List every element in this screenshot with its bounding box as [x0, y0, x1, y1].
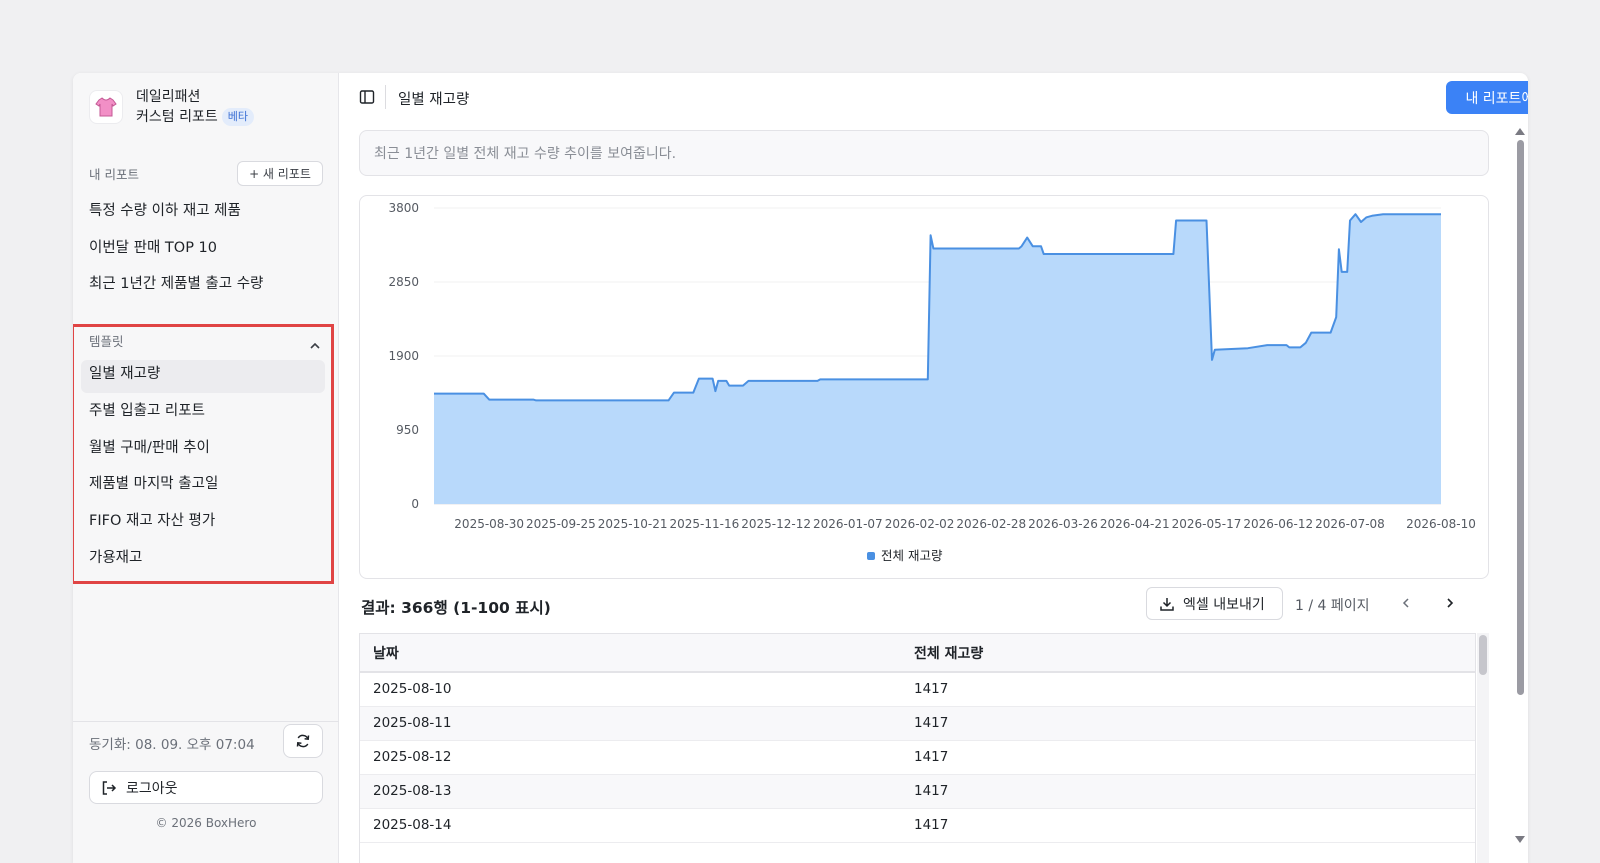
result-summary: 결과: 366행 (1-100 표시)	[361, 599, 551, 617]
table-row: 2025-08-11 1417	[360, 706, 1475, 741]
y-tick-label: 1900	[388, 349, 419, 363]
y-tick-label: 950	[396, 423, 419, 437]
cell-date: 2025-08-14	[360, 808, 901, 843]
table-scrollbar[interactable]	[1477, 633, 1489, 863]
x-tick-label: 2025-08-30	[454, 517, 524, 531]
templates-highlight-box	[73, 324, 334, 584]
legend-swatch	[867, 552, 875, 560]
cell-date: 2025-08-12	[360, 740, 901, 775]
export-label: 엑셀 내보내기	[1183, 596, 1265, 613]
y-tick-label: 3800	[388, 201, 419, 215]
beta-badge: 베타	[221, 108, 254, 126]
my-reports-heading: 내 리포트	[89, 167, 139, 182]
chevron-left-icon	[1402, 598, 1409, 608]
x-tick-label: 2025-12-12	[741, 517, 811, 531]
next-page-button[interactable]	[1438, 591, 1462, 615]
page-indicator: 1 / 4 페이지	[1295, 598, 1370, 614]
x-tick-label: 2026-06-12	[1243, 517, 1313, 531]
cell-date: 2025-08-13	[360, 774, 901, 809]
table-row: 2025-08-14 1417	[360, 808, 1475, 843]
series-area	[434, 214, 1441, 504]
logout-label: 로그아웃	[126, 780, 178, 797]
active-template-highlight	[81, 360, 325, 393]
cell-stock: 1417	[901, 672, 1475, 707]
template-item[interactable]: 주별 입출고 리포트	[89, 403, 205, 419]
table-row: 2025-08-10 1417	[360, 672, 1475, 707]
series-line	[434, 213, 1441, 402]
template-item[interactable]: 제품별 마지막 출고일	[89, 476, 219, 492]
scroll-down-arrow-icon[interactable]	[1515, 836, 1525, 843]
cell-stock: 1417	[901, 706, 1475, 741]
my-report-item[interactable]: 최근 1년간 제품별 출고 수량	[89, 276, 264, 292]
sidebar-divider	[73, 721, 339, 722]
template-item-daily-stock[interactable]: 일별 재고량	[89, 366, 161, 382]
templates-heading: 템플릿	[89, 334, 124, 349]
table-row: 2025-08-12 1417	[360, 740, 1475, 775]
column-header-date[interactable]: 날짜	[360, 634, 901, 673]
app-window: 데일리패션 커스텀 리포트 베타 내 리포트 + 새 리포트 특정 수량 이하 재…	[73, 73, 1528, 863]
brand: 데일리패션 커스텀 리포트 베타	[89, 87, 254, 127]
save-to-my-reports-button[interactable]: 내 리포트에 저장	[1446, 81, 1528, 114]
main-scrollbar[interactable]	[1514, 128, 1526, 863]
x-tick-label: 2026-07-08	[1315, 517, 1385, 531]
template-item[interactable]: 월별 구매/판매 추이	[89, 440, 210, 456]
logout-icon	[102, 780, 117, 795]
main-panel: 일별 재고량 내 리포트에 저장 최근 1년간 일별 전체 재고 수량 추이를 …	[339, 73, 1528, 863]
x-tick-label: 2026-08-10	[1406, 517, 1476, 531]
x-tick-label: 2026-02-28	[956, 517, 1026, 531]
sync-status: 동기화: 08. 09. 오후 07:04	[89, 737, 255, 753]
x-tick-label: 2026-02-02	[885, 517, 955, 531]
results-table: 날짜 전체 재고량 2025-08-10 1417 2025-08-11 1417 …	[360, 634, 1475, 843]
cell-date: 2025-08-11	[360, 706, 901, 741]
table-header-row: 날짜 전체 재고량	[360, 634, 1475, 673]
cell-stock: 1417	[901, 808, 1475, 843]
y-tick-label: 0	[411, 497, 419, 511]
x-tick-label: 2026-05-17	[1172, 517, 1242, 531]
x-tick-label: 2025-09-25	[526, 517, 596, 531]
cell-stock: 1417	[901, 740, 1475, 775]
table-row: 2025-08-13 1417	[360, 774, 1475, 809]
brand-subtitle: 커스텀 리포트	[136, 109, 218, 125]
x-tick-label: 2025-11-16	[669, 517, 739, 531]
chart-card: 0 950 1900 2850 3800 2025-08-30 2025-09-25 2025…	[359, 195, 1489, 579]
chevron-up-icon[interactable]	[309, 337, 321, 356]
sidebar: 데일리패션 커스텀 리포트 베타 내 리포트 + 새 리포트 특정 수량 이하 재…	[73, 73, 339, 863]
template-item[interactable]: 가용재고	[89, 550, 143, 566]
x-tick-label: 2025-10-21	[598, 517, 668, 531]
prev-page-button[interactable]	[1394, 591, 1418, 615]
chevron-right-icon	[1447, 598, 1454, 608]
sync-button[interactable]	[283, 724, 323, 758]
export-excel-button[interactable]: 엑셀 내보내기	[1146, 587, 1283, 620]
page-title: 일별 재고량	[398, 92, 470, 108]
x-tick-label: 2026-03-26	[1028, 517, 1098, 531]
y-tick-label: 2850	[388, 275, 419, 289]
table-scrollbar-thumb[interactable]	[1479, 635, 1487, 675]
new-report-button[interactable]: + 새 리포트	[237, 161, 323, 186]
legend-label: 전체 재고량	[881, 548, 943, 563]
x-tick-label: 2026-01-07	[813, 517, 883, 531]
header-separator	[385, 85, 386, 109]
my-report-item[interactable]: 이번달 판매 TOP 10	[89, 240, 217, 256]
cell-date: 2025-08-10	[360, 672, 901, 707]
my-report-item[interactable]: 특정 수량 이하 재고 제품	[89, 203, 241, 219]
cell-stock: 1417	[901, 774, 1475, 809]
report-description: 최근 1년간 일별 전체 재고 수량 추이를 보여줍니다.	[359, 130, 1489, 176]
column-header-total-stock[interactable]: 전체 재고량	[901, 634, 1475, 673]
x-tick-label: 2026-04-21	[1100, 517, 1170, 531]
results-table-container: 날짜 전체 재고량 2025-08-10 1417 2025-08-11 1417 …	[359, 633, 1476, 863]
brand-name: 데일리패션	[136, 89, 201, 105]
copyright: © 2026 BoxHero	[155, 816, 257, 830]
download-icon	[1160, 597, 1174, 611]
sidebar-toggle-icon[interactable]	[359, 89, 375, 109]
refresh-icon	[296, 734, 310, 748]
main-scrollbar-thumb[interactable]	[1517, 140, 1524, 695]
tshirt-logo-icon	[89, 90, 123, 124]
logout-button[interactable]: 로그아웃	[89, 771, 323, 804]
scroll-up-arrow-icon[interactable]	[1515, 128, 1525, 135]
template-item[interactable]: FIFO 재고 자산 평가	[89, 513, 216, 529]
